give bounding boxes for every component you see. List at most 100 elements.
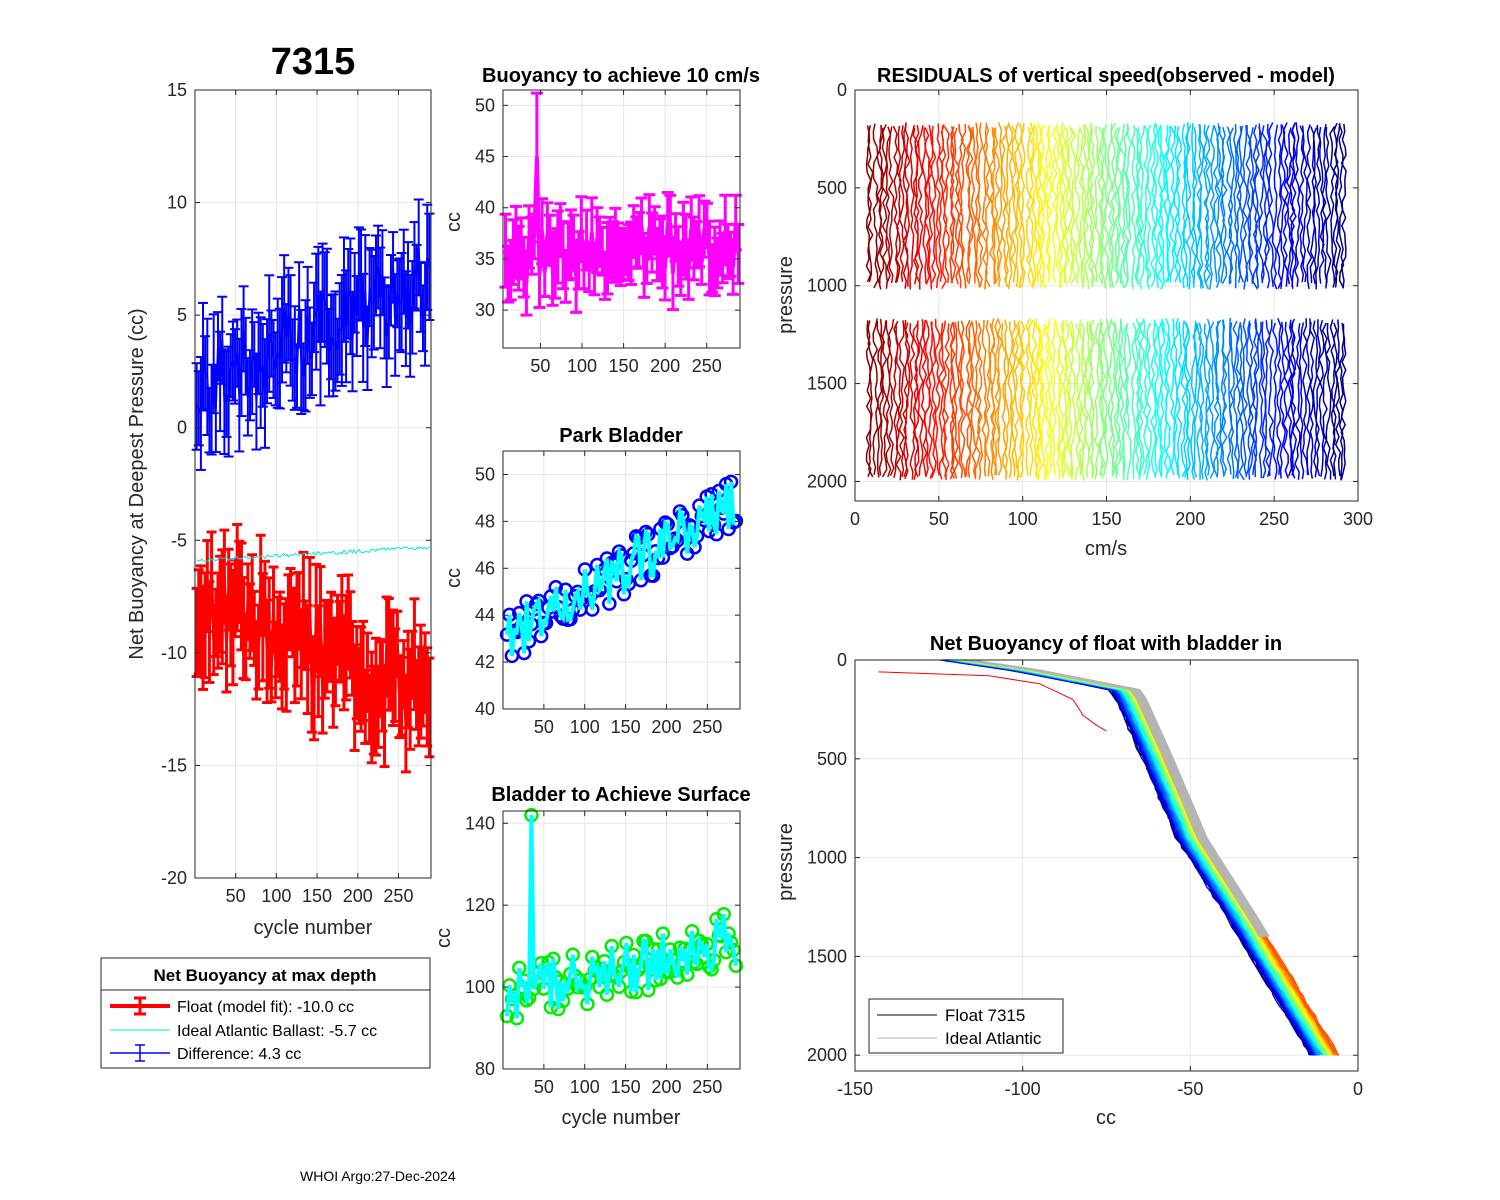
buoyancy-10cms-xtick-label: 150: [609, 356, 639, 376]
residual-profile: [960, 124, 967, 289]
buoyancy-10cms-ytick-label: 30: [475, 300, 495, 320]
residual-profile: [917, 125, 924, 290]
residual-profile: [967, 127, 974, 285]
residual-profile: [1175, 321, 1183, 479]
residual-profile: [1074, 126, 1081, 284]
residual-profile: [1254, 320, 1260, 478]
residual-profile: [1282, 122, 1290, 287]
net-buoyancy-ytick-label: -10: [161, 643, 187, 663]
residual-profile: [1279, 124, 1286, 289]
residual-profile: [1245, 320, 1252, 478]
residual-profile: [1152, 123, 1159, 289]
residual-profile: [921, 127, 928, 284]
residual-profile: [1046, 125, 1053, 283]
residual-profile: [1102, 123, 1110, 289]
legend-label-ideal-atlantic: Ideal Atlantic: [945, 1029, 1042, 1048]
residual-profile: [967, 320, 974, 478]
residual-profile: [1228, 322, 1235, 479]
residual-profile: [970, 322, 977, 480]
legend-entry-float: Float (model fit): -10.0 cc: [110, 996, 354, 1016]
bladder-in-xlabel: cc: [1096, 1107, 1116, 1129]
residual-profile: [1067, 125, 1074, 283]
residual-profile: [1118, 123, 1126, 289]
residual-profile: [1321, 123, 1328, 289]
residual-profile: [1013, 122, 1021, 288]
residual-profile: [1340, 123, 1347, 289]
residual-profile: [888, 318, 895, 476]
residual-profile: [1282, 321, 1290, 479]
residual-profile: [1070, 320, 1077, 478]
net-buoyancy-ytick-label: -5: [171, 530, 187, 550]
net-buoyancy-ytick-label: -20: [161, 868, 187, 888]
residuals-ytick-label: 2000: [807, 471, 847, 491]
bladder-surface-ytick-label: 140: [465, 813, 495, 833]
residual-profile: [913, 125, 920, 283]
residual-profile: [943, 126, 950, 284]
residual-profile: [1204, 125, 1212, 283]
residual-profile: [1182, 320, 1189, 478]
legend-label-float: Float (model fit): -10.0 cc: [177, 999, 354, 1016]
residual-profile: [1315, 319, 1322, 477]
residual-profile: [930, 125, 937, 283]
residual-profile: [1000, 125, 1008, 283]
residual-profile: [1318, 319, 1325, 477]
residual-profile: [1264, 320, 1271, 478]
residual-profile: [1235, 321, 1243, 479]
residual-profile: [1070, 127, 1077, 285]
residual-profile: [1242, 318, 1248, 475]
legend-label-difference: Difference: 4.3 cc: [177, 1046, 301, 1063]
residual-profile: [937, 322, 945, 480]
residual-profile: [1130, 124, 1138, 290]
net-buoyancy-xtick-label: 150: [302, 886, 332, 906]
bladder-surface-xlabel: cycle number: [562, 1107, 681, 1129]
park-bladder-axes-box: [502, 450, 741, 710]
residual-profile: [867, 125, 874, 283]
residual-profile: [1286, 127, 1293, 285]
residual-profile: [867, 320, 874, 478]
residual-profile: [1058, 122, 1065, 287]
residual-profile: [1215, 123, 1222, 288]
residual-profile: [981, 319, 988, 477]
buoyancy-10cms-ylabel: cc: [443, 212, 465, 232]
net-buoyancy-legend: Net Buoyancy at max depth Float (model f…: [100, 957, 431, 1069]
park-bladder-data: [499, 474, 744, 664]
residual-profile: [1078, 127, 1085, 285]
bladder-in-ytick-label: 0: [837, 650, 847, 670]
residual-profile: [872, 123, 879, 289]
residual-profile: [990, 318, 997, 476]
residual-profile: [1044, 322, 1051, 480]
residual-profile: [1290, 122, 1297, 287]
buoyancy-10cms-panel: Buoyancy to achieve 10 cm/s 50 100 150 200 2…: [443, 65, 760, 376]
residual-profile: [1158, 125, 1166, 290]
residual-profile: [923, 127, 931, 285]
residual-profile: [953, 321, 960, 479]
residual-profile: [1321, 322, 1328, 480]
buoyancy-10cms-ytick-label: 40: [475, 198, 495, 218]
residuals-xtick-label: 250: [1259, 509, 1289, 529]
residual-profile: [1294, 122, 1301, 287]
legend-label-float-7315: Float 7315: [945, 1006, 1025, 1025]
residuals-ytick-label: 0: [837, 80, 847, 100]
residual-profile: [1125, 323, 1132, 481]
residual-profile: [1318, 126, 1325, 284]
park-bladder-ytick-label: 40: [475, 699, 495, 719]
residual-profile: [1338, 323, 1345, 481]
outlier-profile: [878, 671, 1107, 732]
residual-profile: [1131, 322, 1137, 480]
bladder-surface-data: [499, 807, 744, 1026]
residual-profile: [1204, 318, 1212, 476]
residual-profile: [885, 320, 892, 478]
net-buoyancy-ytick-label: -15: [161, 755, 187, 775]
residual-profile: [996, 122, 1003, 287]
residual-profile: [1254, 123, 1261, 288]
bladder-in-ylabel: pressure: [775, 823, 797, 901]
residual-profile: [1180, 320, 1187, 478]
net-buoyancy-panel: 7315 50 100 150 200 250 -20 -15 -10 -5 0 5 10 15 cyc…: [126, 41, 435, 939]
bladder-surface-ytick-label: 80: [475, 1059, 495, 1079]
residual-profile: [1051, 319, 1057, 476]
park-bladder-xtick-label: 150: [611, 717, 641, 737]
residual-profile: [1226, 126, 1233, 284]
residual-profile: [1334, 319, 1342, 477]
residual-profile: [1192, 127, 1198, 284]
